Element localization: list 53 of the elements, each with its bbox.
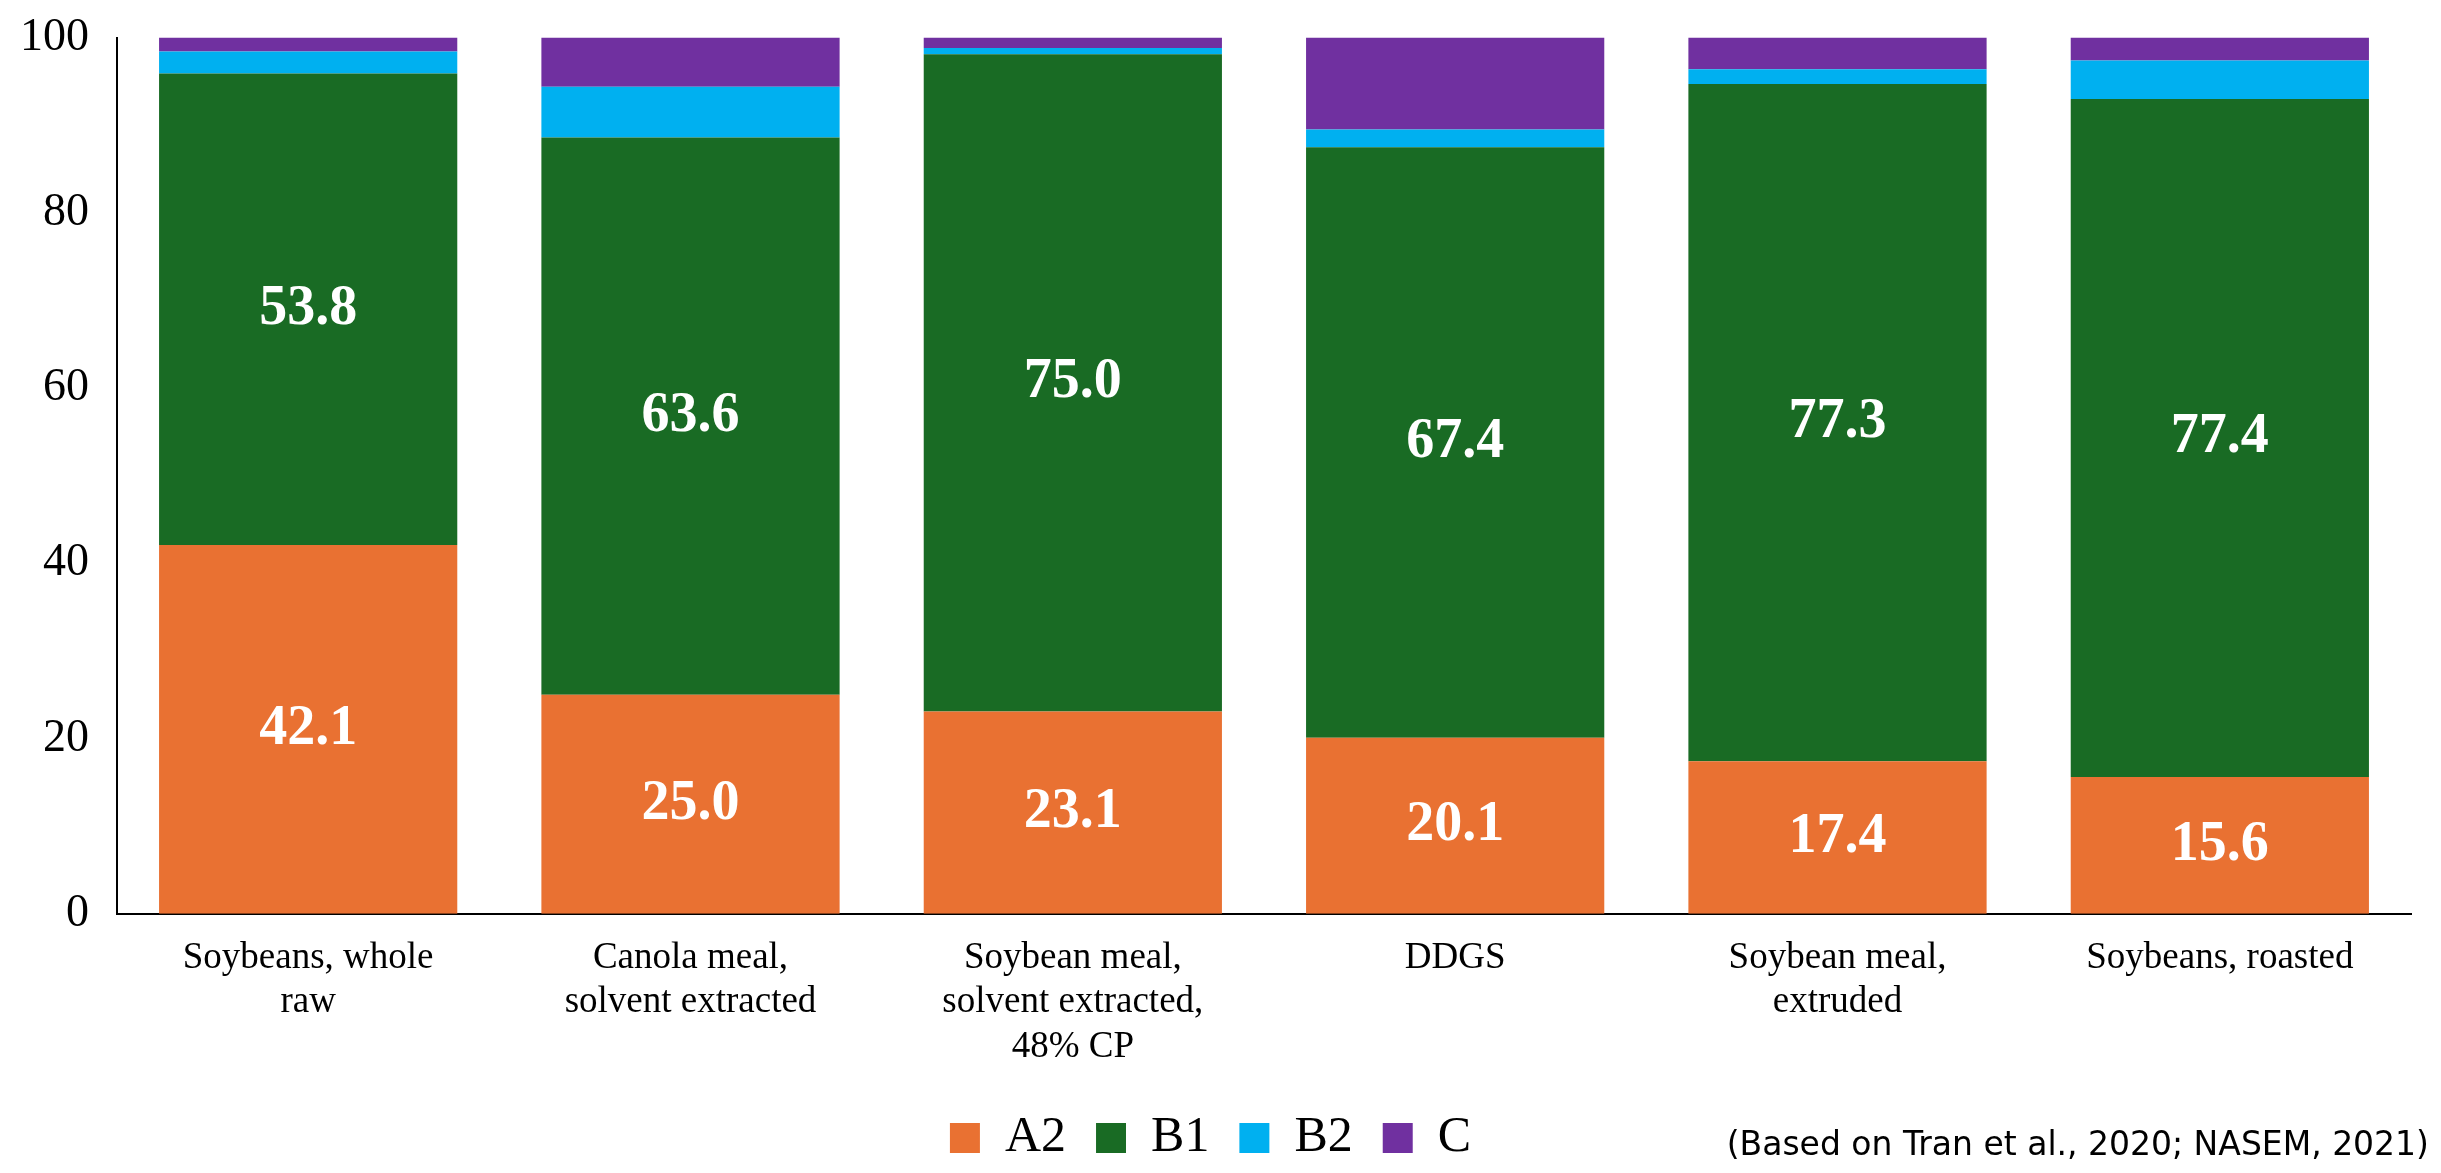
bar bbox=[1306, 129, 1605, 148]
bar bbox=[923, 48, 1222, 55]
legend-label: A2 bbox=[1004, 1106, 1067, 1163]
data-label: 67.4 bbox=[1406, 406, 1505, 469]
bar bbox=[2070, 60, 2369, 99]
x-tick-label: DDGS bbox=[1404, 934, 1506, 976]
bar bbox=[1688, 69, 1987, 85]
x-tick-label: Canola meal, solvent extracted bbox=[564, 934, 817, 1021]
bar bbox=[159, 37, 458, 52]
bar bbox=[1688, 84, 1987, 762]
bar bbox=[541, 137, 840, 695]
y-tick-label: 60 bbox=[43, 359, 89, 411]
data-label: 42.1 bbox=[259, 693, 358, 756]
y-tick-label: 80 bbox=[43, 183, 89, 235]
bar bbox=[1688, 37, 1987, 70]
data-label: 23.1 bbox=[1023, 777, 1122, 840]
data-label: 25.0 bbox=[641, 768, 740, 831]
y-tick-label: 0 bbox=[66, 884, 89, 936]
bar bbox=[541, 694, 840, 914]
data-label: 63.6 bbox=[641, 380, 740, 443]
bar bbox=[923, 37, 1222, 49]
data-label: 53.8 bbox=[259, 273, 358, 336]
bar bbox=[923, 711, 1222, 914]
bar bbox=[1306, 147, 1605, 738]
bar bbox=[1306, 37, 1605, 130]
data-label: 15.6 bbox=[2170, 809, 2269, 872]
x-tick-label: Soybean meal, solvent extracted, 48% CP bbox=[942, 934, 1204, 1065]
bar bbox=[2070, 777, 2369, 914]
bar bbox=[1688, 761, 1987, 914]
y-tick-label: 100 bbox=[20, 8, 89, 60]
x-tick-label: Soybean meal, extruded bbox=[1728, 934, 1947, 1021]
data-label: 17.4 bbox=[1788, 802, 1887, 865]
bar bbox=[923, 54, 1222, 712]
y-tick-label: 40 bbox=[43, 534, 89, 586]
bar bbox=[2070, 98, 2369, 778]
bar bbox=[541, 86, 840, 138]
x-tick-label: Soybeans, roasted bbox=[2086, 934, 2354, 976]
y-tick-label: 20 bbox=[43, 709, 89, 761]
bar bbox=[159, 51, 458, 74]
bar bbox=[1306, 737, 1605, 914]
data-label: 77.4 bbox=[2170, 402, 2269, 465]
x-tick-label: Soybeans, whole raw bbox=[182, 934, 434, 1021]
bar bbox=[159, 73, 458, 545]
data-label: 77.3 bbox=[1788, 387, 1887, 450]
legend-label: B2 bbox=[1294, 1106, 1353, 1163]
data-label: 20.1 bbox=[1406, 790, 1505, 853]
legend-label: B1 bbox=[1151, 1106, 1210, 1163]
text: (Based on Tran et al., 2020; NASEM, 2021) bbox=[1726, 1124, 2429, 1163]
bar bbox=[159, 544, 458, 914]
bar bbox=[541, 37, 840, 87]
legend-label: C bbox=[1437, 1106, 1472, 1163]
bar bbox=[2070, 37, 2369, 61]
data-label: 75.0 bbox=[1023, 347, 1122, 410]
